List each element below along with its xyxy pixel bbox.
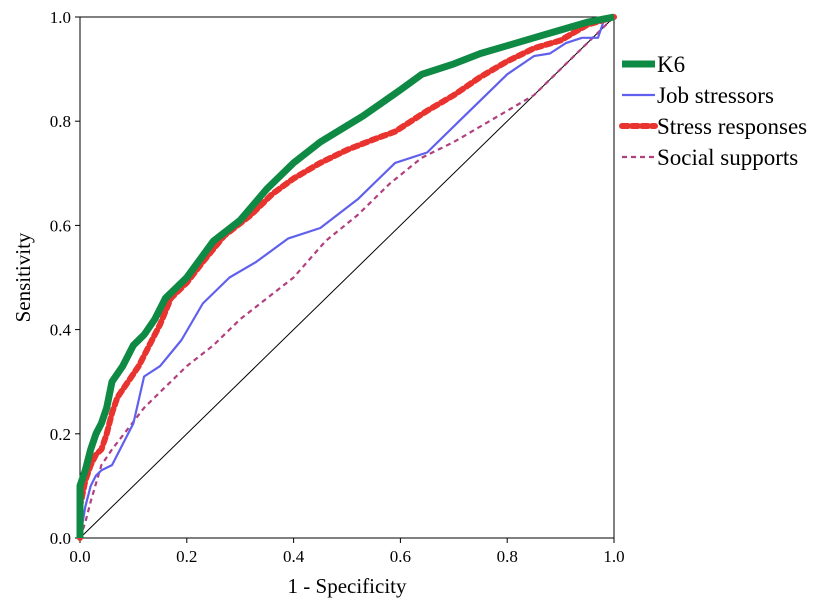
x-tick-label: 0.0 bbox=[69, 547, 90, 566]
y-tick-label: 0.4 bbox=[50, 321, 72, 340]
x-axis-title: 1 - Specificity bbox=[288, 574, 407, 598]
y-tick-label: 0.0 bbox=[50, 529, 71, 548]
x-tick-label: 0.4 bbox=[283, 547, 305, 566]
y-tick-label: 0.8 bbox=[50, 112, 71, 131]
legend-label: K6 bbox=[657, 52, 685, 77]
reference-diagonal bbox=[79, 16, 615, 539]
y-axis-title: Sensitivity bbox=[11, 232, 35, 322]
y-tick-label: 0.2 bbox=[50, 425, 71, 444]
series-line-social-supports bbox=[78, 16, 615, 539]
legend-label: Job stressors bbox=[657, 83, 774, 108]
legend-label: Social supports bbox=[657, 145, 798, 170]
y-tick-label: 1.0 bbox=[50, 8, 71, 27]
plot-frame bbox=[79, 16, 615, 539]
x-tick-label: 1.0 bbox=[603, 547, 624, 566]
x-tick-label: 0.2 bbox=[176, 547, 197, 566]
legend-label: Stress responses bbox=[657, 114, 807, 139]
x-tick-label: 0.6 bbox=[390, 547, 411, 566]
series-line-job-stressors bbox=[78, 16, 615, 539]
x-tick-label: 0.8 bbox=[497, 547, 518, 566]
y-tick-label: 0.6 bbox=[50, 216, 71, 235]
series-line-stress-responses bbox=[77, 14, 617, 541]
series-line-k6 bbox=[76, 13, 615, 538]
